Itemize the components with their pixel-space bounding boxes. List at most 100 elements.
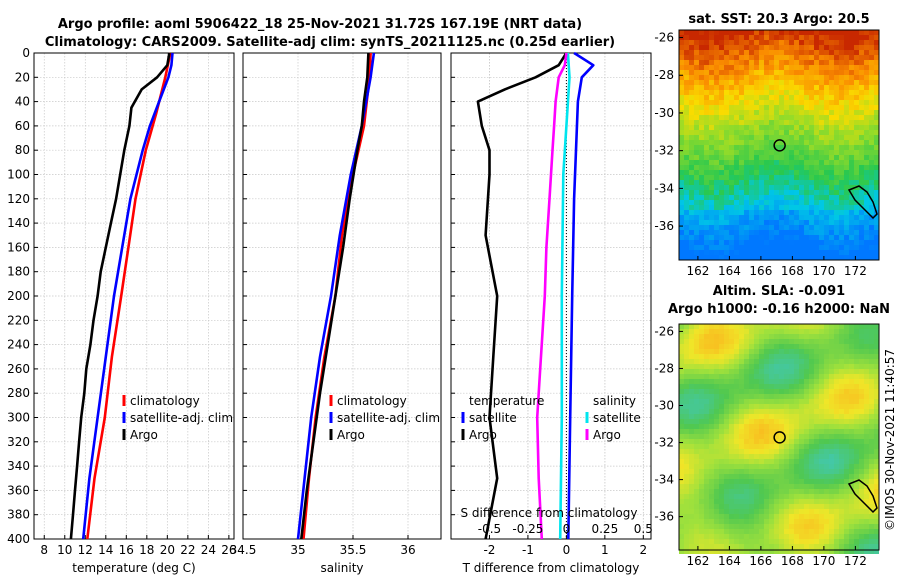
map-cell (759, 135, 764, 140)
map-cell (689, 205, 694, 210)
map-cell (699, 130, 704, 135)
map-cell (839, 459, 844, 464)
map-cell (774, 195, 779, 200)
map-cell (834, 349, 839, 354)
map-cell (714, 364, 719, 369)
map-cell (749, 449, 754, 454)
map-cell (744, 145, 749, 150)
map-cell (714, 150, 719, 155)
map-cell (814, 155, 819, 160)
map-cell (739, 514, 744, 519)
map-cell (829, 160, 834, 165)
map-cell (814, 140, 819, 145)
map-cell (804, 235, 809, 240)
map-cell (784, 150, 789, 155)
map-cell (784, 379, 789, 384)
map-cell (809, 175, 814, 180)
map-cell (789, 399, 794, 404)
map-cell (844, 439, 849, 444)
map-cell (754, 185, 759, 190)
map-cell (769, 95, 774, 100)
map-cell (784, 459, 789, 464)
map-cell (709, 364, 714, 369)
map-cell (734, 30, 739, 35)
map-cell (814, 115, 819, 120)
map-cell (854, 534, 859, 539)
map-cell (724, 369, 729, 374)
map-cell (734, 389, 739, 394)
map-cell (859, 424, 864, 429)
map-cell (689, 150, 694, 155)
map-cell (689, 324, 694, 329)
map-cell (794, 185, 799, 190)
map-cell (744, 230, 749, 235)
map-cell (824, 105, 829, 110)
map-cell (779, 479, 784, 484)
map-cell (709, 519, 714, 524)
map-cell (759, 344, 764, 349)
map-cell (744, 50, 749, 55)
map-cell (819, 255, 824, 260)
map-cell (789, 469, 794, 474)
map-cell (754, 499, 759, 504)
map-cell (834, 90, 839, 95)
map-cell (749, 329, 754, 334)
map-cell (704, 379, 709, 384)
map-cell (779, 65, 784, 70)
map-cell (749, 384, 754, 389)
map-cell (709, 504, 714, 509)
map-cell (759, 155, 764, 160)
map-cell (774, 379, 779, 384)
map-cell (774, 70, 779, 75)
map-cell (784, 245, 789, 250)
map-cell (724, 474, 729, 479)
map-cell (719, 469, 724, 474)
map-cell (864, 474, 869, 479)
map-cell (744, 130, 749, 135)
map-cell (784, 499, 789, 504)
map-cell (824, 504, 829, 509)
map-cell (774, 225, 779, 230)
map-cell (689, 339, 694, 344)
map-cell (724, 60, 729, 65)
map-cell (844, 215, 849, 220)
map-cell (769, 484, 774, 489)
map-cell (684, 414, 689, 419)
y-tick-label: 400 (7, 532, 30, 546)
map-cell (734, 235, 739, 240)
map-cell (824, 499, 829, 504)
map-cell (854, 135, 859, 140)
map-cell (869, 160, 874, 165)
map-cell (859, 524, 864, 529)
legend-label-salinity: Argo (593, 428, 621, 442)
map-cell (819, 240, 824, 245)
map-cell (739, 55, 744, 60)
map-cell (734, 150, 739, 155)
map-cell (829, 145, 834, 150)
map-cell (789, 444, 794, 449)
map-cell (829, 110, 834, 115)
map-cell (694, 255, 699, 260)
map-cell (719, 349, 724, 354)
map-cell (784, 509, 789, 514)
map-cell (844, 105, 849, 110)
map-cell (694, 250, 699, 255)
map-cell (834, 80, 839, 85)
map-cell (734, 444, 739, 449)
map-cell (844, 145, 849, 150)
map-cell (819, 444, 824, 449)
map-cell (784, 464, 789, 469)
map-cell (699, 534, 704, 539)
map-cell (704, 110, 709, 115)
map-cell (699, 354, 704, 359)
map-cell (834, 514, 839, 519)
map-cell (699, 374, 704, 379)
x-tick-label: 24 (201, 543, 216, 557)
map-cell (759, 140, 764, 145)
map-cell (794, 255, 799, 260)
map-cell (829, 409, 834, 414)
map-cell (689, 494, 694, 499)
map-cell (839, 504, 844, 509)
map-cell (719, 40, 724, 45)
map-cell (839, 534, 844, 539)
